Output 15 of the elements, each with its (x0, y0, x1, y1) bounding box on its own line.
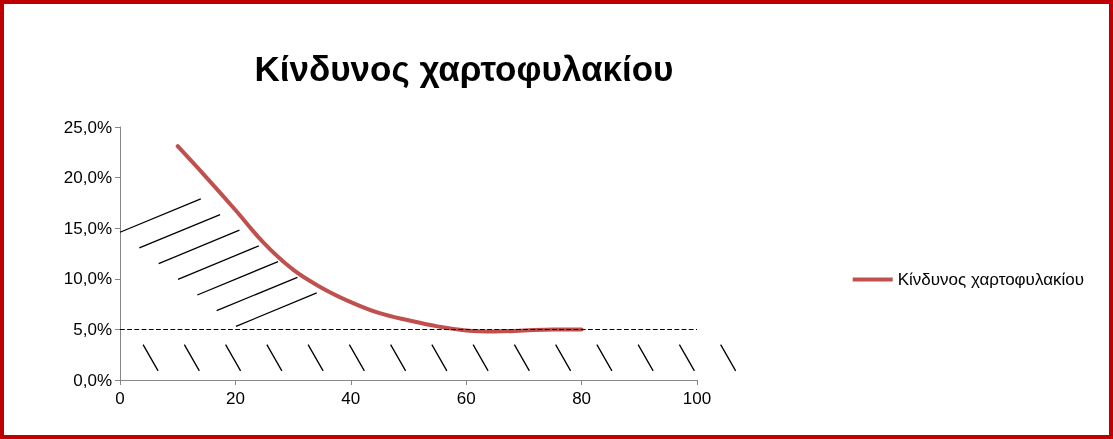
legend-label: Κίνδυνος χαρτοφυλακίου (897, 270, 1085, 289)
x-tick-label: 60 (456, 389, 476, 408)
y-tick-label: 5,0% (73, 319, 112, 339)
x-tick-label: 0 (115, 389, 125, 408)
x-tick-label: 80 (572, 389, 592, 408)
x-tick-label: 100 (682, 389, 712, 408)
chart-title: Κίνδυνος χαρτοφυλακίου (254, 49, 674, 88)
y-tick-label: 20,0% (63, 168, 112, 188)
line-series (175, 144, 584, 334)
y-tick-label: 25,0% (63, 117, 112, 137)
y-tick-label: 15,0% (63, 218, 112, 238)
y-tick-label: 10,0% (63, 269, 112, 289)
x-tick-label: 20 (225, 389, 245, 408)
x-tick-label: 40 (341, 389, 361, 408)
y-tick-label: 0,0% (73, 370, 112, 390)
